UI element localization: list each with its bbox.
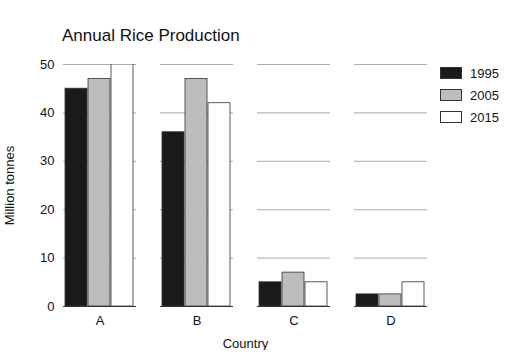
svg-text:0: 0 <box>47 299 54 314</box>
html-text:2005: 2005 <box>470 87 499 103</box>
html-text:Annual Rice Production: Annual Rice Production <box>62 26 240 45</box>
svg-text:40: 40 <box>40 105 54 120</box>
html-text:1995: 1995 <box>470 65 499 81</box>
svg-text:B: B <box>193 313 202 328</box>
svg-text:A: A <box>96 313 105 328</box>
svg-text:Country: Country <box>223 336 269 351</box>
svg-text:30: 30 <box>40 153 54 168</box>
svg-text:Million tonnes: Million tonnes <box>2 145 17 225</box>
svg-text:C: C <box>289 313 298 328</box>
svg-text:D: D <box>386 313 395 328</box>
svg-text:10: 10 <box>40 250 54 265</box>
svg-text:20: 20 <box>40 202 54 217</box>
html-text:2015: 2015 <box>470 109 499 125</box>
svg-text:50: 50 <box>40 57 54 72</box>
